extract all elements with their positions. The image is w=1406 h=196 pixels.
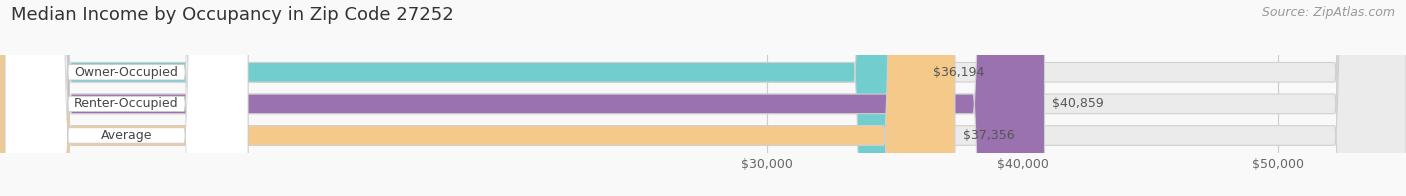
FancyBboxPatch shape — [0, 0, 925, 196]
FancyBboxPatch shape — [0, 0, 955, 196]
FancyBboxPatch shape — [0, 0, 1045, 196]
Text: Median Income by Occupancy in Zip Code 27252: Median Income by Occupancy in Zip Code 2… — [11, 6, 454, 24]
Text: $40,859: $40,859 — [1052, 97, 1104, 110]
Text: $36,194: $36,194 — [934, 66, 984, 79]
FancyBboxPatch shape — [6, 0, 247, 196]
FancyBboxPatch shape — [6, 0, 247, 196]
Text: Renter-Occupied: Renter-Occupied — [75, 97, 179, 110]
Text: Owner-Occupied: Owner-Occupied — [75, 66, 179, 79]
FancyBboxPatch shape — [6, 0, 247, 196]
Text: Source: ZipAtlas.com: Source: ZipAtlas.com — [1261, 6, 1395, 19]
Text: Average: Average — [101, 129, 152, 142]
Text: $37,356: $37,356 — [963, 129, 1014, 142]
